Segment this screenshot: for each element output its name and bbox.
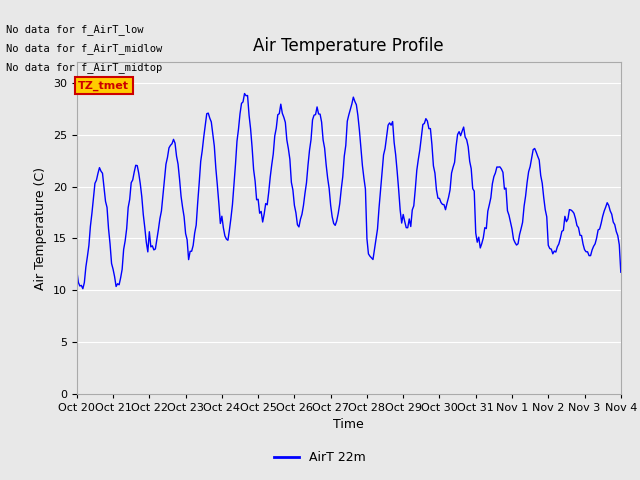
- Text: TZ_tmet: TZ_tmet: [78, 80, 129, 91]
- Text: No data for f_AirT_midtop: No data for f_AirT_midtop: [6, 62, 163, 73]
- Y-axis label: Air Temperature (C): Air Temperature (C): [35, 167, 47, 289]
- Legend: AirT 22m: AirT 22m: [269, 446, 371, 469]
- Text: No data for f_AirT_low: No data for f_AirT_low: [6, 24, 144, 35]
- Title: Air Temperature Profile: Air Temperature Profile: [253, 37, 444, 55]
- X-axis label: Time: Time: [333, 418, 364, 431]
- Text: No data for f_AirT_midlow: No data for f_AirT_midlow: [6, 43, 163, 54]
